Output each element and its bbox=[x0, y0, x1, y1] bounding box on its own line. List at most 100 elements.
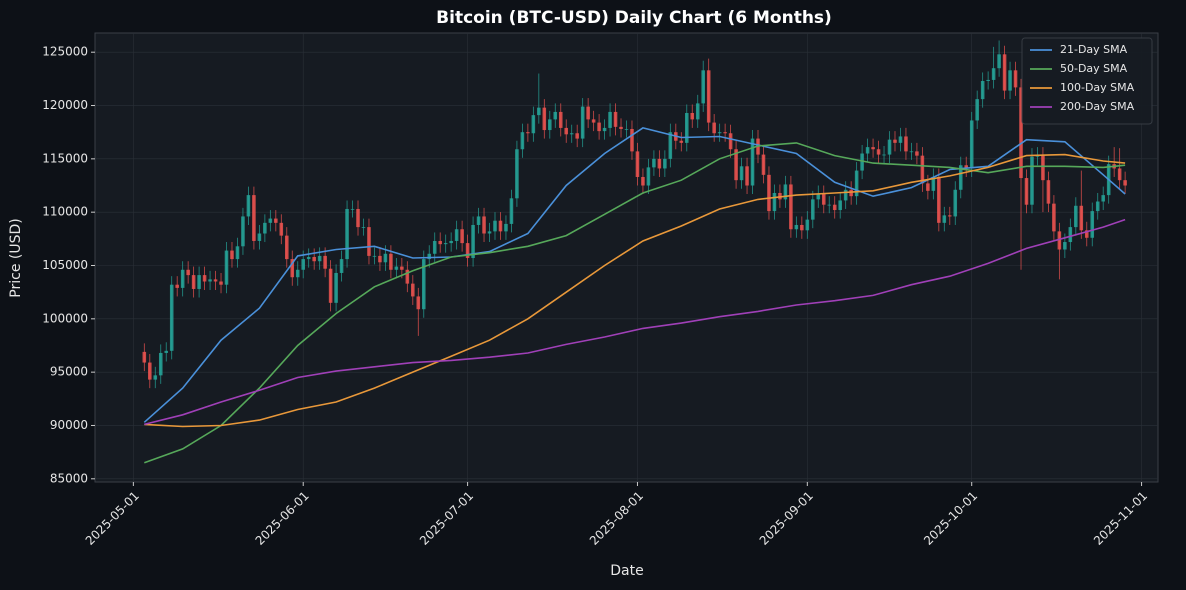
candle-body bbox=[1046, 180, 1051, 204]
legend-label: 200-Day SMA bbox=[1060, 100, 1135, 113]
candle-body bbox=[772, 192, 777, 212]
candle-body bbox=[153, 375, 158, 380]
candle-body bbox=[635, 151, 640, 177]
candle-body bbox=[750, 138, 755, 186]
candle-body bbox=[580, 106, 585, 139]
candle-body bbox=[876, 149, 881, 155]
candle-body bbox=[279, 222, 284, 236]
candle-body bbox=[728, 133, 733, 150]
candle-body bbox=[717, 132, 722, 134]
candle-body bbox=[542, 107, 547, 131]
candle-body bbox=[317, 255, 322, 262]
candle-body bbox=[926, 183, 930, 191]
candle-body bbox=[860, 153, 864, 171]
candle-body bbox=[531, 115, 536, 134]
candle-body bbox=[284, 235, 289, 260]
x-axis-label: Date bbox=[610, 563, 643, 579]
candle-body bbox=[186, 269, 190, 276]
candle-body bbox=[1068, 227, 1073, 243]
candle-body bbox=[219, 281, 223, 285]
candle-body bbox=[893, 139, 897, 143]
y-tick-label: 105000 bbox=[42, 258, 88, 272]
candle-body bbox=[548, 119, 552, 131]
candle-body bbox=[334, 272, 338, 303]
candle-body bbox=[723, 132, 727, 134]
candle-body bbox=[1030, 156, 1034, 205]
candle-body bbox=[1002, 54, 1007, 91]
candle-body bbox=[476, 216, 481, 225]
candle-body bbox=[164, 350, 169, 353]
candle-body bbox=[405, 269, 410, 284]
candle-body bbox=[1052, 203, 1056, 232]
candle-body bbox=[739, 166, 744, 181]
candle-body bbox=[306, 256, 311, 260]
candle-body bbox=[706, 70, 711, 123]
candle-body bbox=[449, 240, 453, 244]
candle-body bbox=[191, 275, 196, 289]
candle-body bbox=[246, 195, 251, 217]
candle-body bbox=[986, 79, 990, 81]
candle-body bbox=[816, 194, 821, 200]
candle-body bbox=[898, 136, 903, 143]
candle-body bbox=[558, 111, 563, 128]
candle-body bbox=[991, 68, 996, 80]
candle-body bbox=[630, 128, 634, 152]
candle-body bbox=[509, 198, 514, 224]
candle-body bbox=[641, 176, 645, 186]
candle-body bbox=[460, 229, 464, 244]
candle-body bbox=[690, 112, 695, 120]
candle-body bbox=[263, 222, 267, 234]
candle-body bbox=[1095, 201, 1100, 212]
candle-body bbox=[421, 259, 426, 310]
candle-body bbox=[783, 184, 788, 200]
candle-body bbox=[882, 154, 886, 156]
candle-body bbox=[871, 147, 875, 150]
y-tick-label: 85000 bbox=[50, 471, 88, 485]
candle-body bbox=[975, 99, 979, 121]
candle-body bbox=[328, 268, 333, 303]
candle-body bbox=[980, 80, 985, 100]
candle-body bbox=[235, 246, 240, 260]
candle-body bbox=[745, 166, 749, 186]
candle-body bbox=[1079, 205, 1084, 231]
y-tick-label: 115000 bbox=[42, 151, 88, 165]
y-tick-label: 95000 bbox=[50, 365, 88, 379]
legend-label: 21-Day SMA bbox=[1060, 43, 1128, 56]
plot-area bbox=[94, 32, 1159, 483]
candle-body bbox=[1123, 180, 1127, 186]
candle-body bbox=[646, 167, 651, 186]
legend-label: 50-Day SMA bbox=[1060, 62, 1128, 75]
candle-body bbox=[843, 189, 848, 201]
candle-body bbox=[148, 362, 152, 380]
candle-body bbox=[657, 158, 662, 169]
candle-body bbox=[465, 243, 470, 259]
candle-body bbox=[679, 140, 684, 143]
candle-body bbox=[964, 165, 969, 169]
candle-body bbox=[575, 133, 579, 139]
candle-body bbox=[931, 176, 936, 191]
candle-body bbox=[624, 128, 629, 130]
candle-body bbox=[794, 224, 799, 230]
candle-body bbox=[586, 106, 590, 120]
candle-body bbox=[1013, 70, 1018, 88]
candle-body bbox=[169, 284, 174, 351]
candle-body bbox=[339, 259, 344, 273]
candle-body bbox=[827, 204, 832, 206]
candle-body bbox=[301, 259, 305, 270]
candle-body bbox=[761, 154, 766, 175]
candle-body bbox=[493, 220, 497, 232]
candle-body bbox=[920, 155, 925, 184]
candle-body bbox=[958, 165, 963, 190]
candle-body bbox=[613, 111, 618, 127]
candle-body bbox=[602, 127, 607, 132]
candle-body bbox=[257, 233, 262, 241]
candle-body bbox=[268, 218, 273, 223]
candle-body bbox=[805, 219, 810, 231]
candle-body bbox=[608, 111, 612, 128]
sma-line bbox=[144, 153, 1126, 428]
candle-body bbox=[345, 208, 349, 260]
candle-body bbox=[1057, 231, 1062, 250]
candle-body bbox=[789, 184, 793, 230]
candle-body bbox=[1019, 87, 1023, 179]
candle-body bbox=[394, 266, 399, 270]
